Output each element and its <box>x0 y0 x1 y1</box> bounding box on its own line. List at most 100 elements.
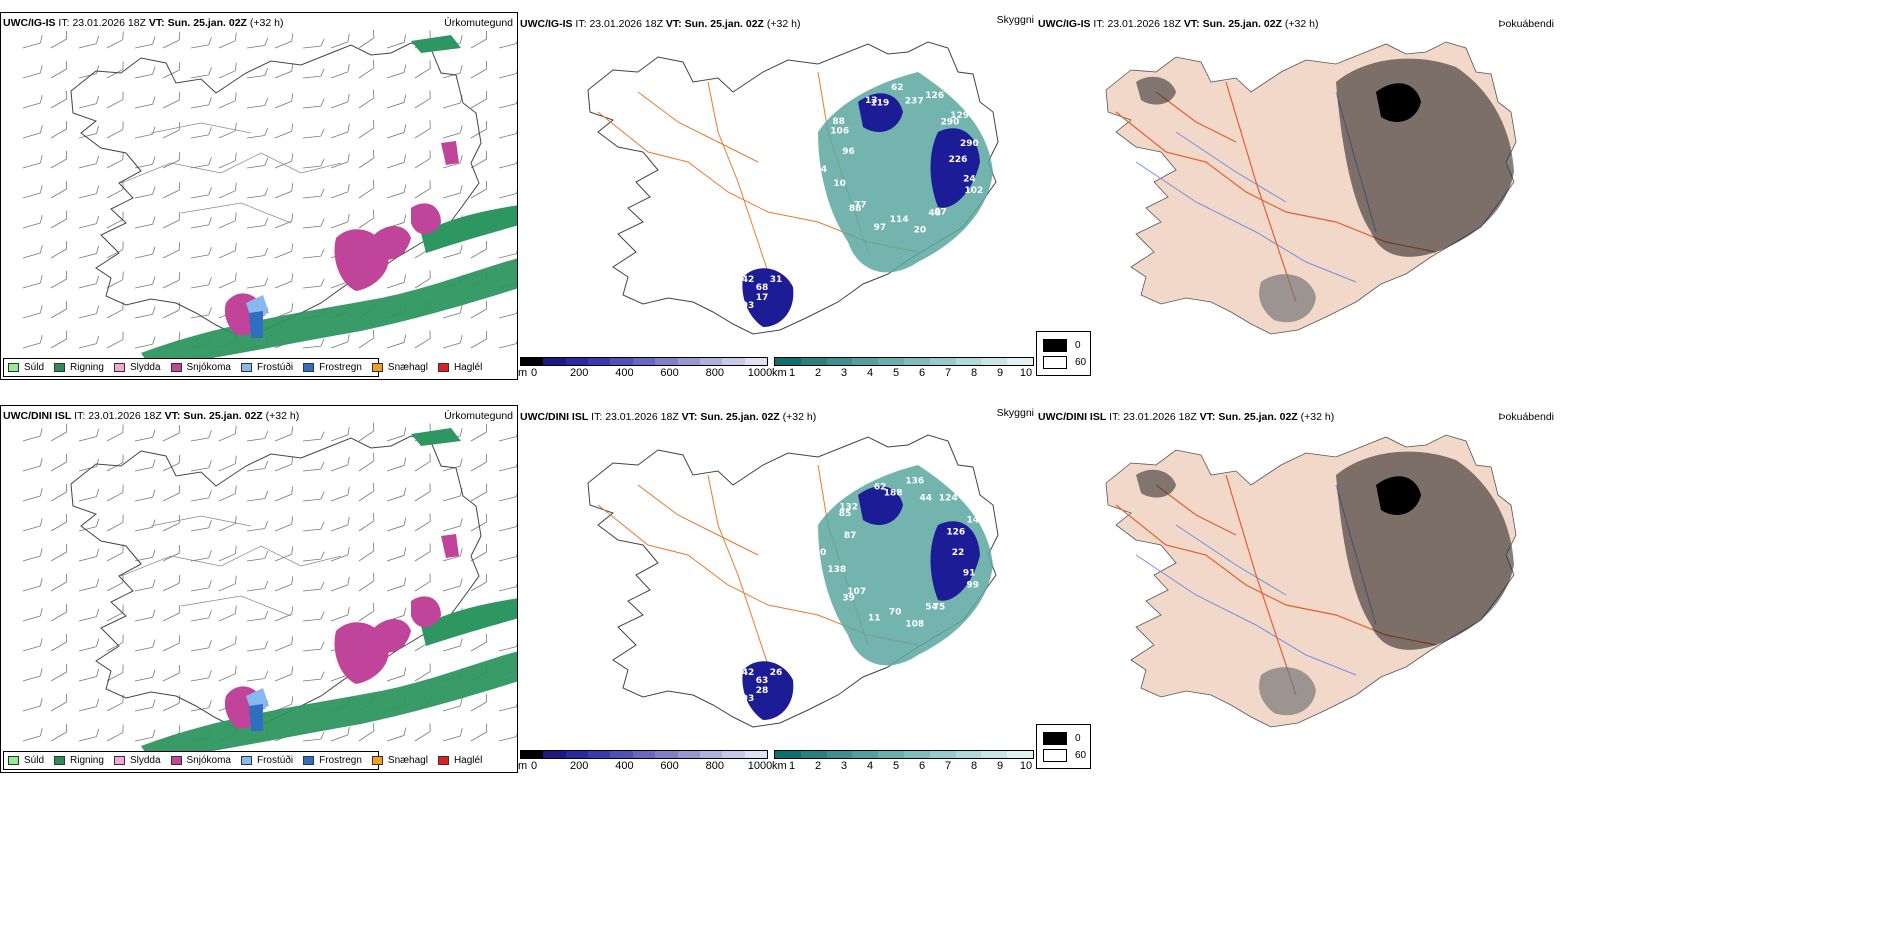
colorbar-segment <box>722 358 745 365</box>
wind-barb <box>302 128 325 139</box>
wind-barb <box>190 550 212 562</box>
wind-barb-flag <box>347 93 350 102</box>
wind-barb-shaft <box>358 157 375 169</box>
wind-barb-shaft <box>22 42 41 49</box>
visibility-label: 11 <box>868 614 881 624</box>
wind-barb-shaft <box>22 585 41 592</box>
wind-barb <box>358 149 375 169</box>
wind-barb-shaft <box>330 281 349 289</box>
wind-barb-flag <box>486 723 487 733</box>
legend-item: Frostregn <box>303 362 362 373</box>
wind-barb-flag <box>347 63 350 72</box>
wind-barb-flag <box>459 488 463 497</box>
colorbar-segment <box>929 751 956 758</box>
wind-barb <box>386 577 407 592</box>
wind-barb <box>498 155 517 169</box>
wind-barb-flag <box>403 64 407 73</box>
wind-barb-shaft <box>22 675 41 682</box>
wind-barb-shaft <box>386 192 405 199</box>
wind-barb <box>498 548 517 562</box>
wind-barb-flag <box>66 723 67 733</box>
legend-item: Slydda <box>113 362 161 373</box>
wind-barb-shaft <box>50 248 67 259</box>
wind-barb-flag <box>486 240 487 250</box>
colorbar-strip <box>774 750 1034 759</box>
wind-barb-flag <box>208 37 212 46</box>
wind-barb-shaft <box>498 496 517 502</box>
wind-barb <box>442 578 463 592</box>
wind-barb-flag <box>66 513 67 523</box>
legend-item: Súld <box>8 362 44 373</box>
colorbar-segment <box>677 358 700 365</box>
wind-barb-shaft <box>218 673 236 682</box>
wind-barb-shaft <box>386 132 405 139</box>
wind-barb <box>22 95 43 109</box>
wind-barb <box>50 120 67 139</box>
wind-barb <box>22 548 43 562</box>
wind-barb <box>386 727 407 742</box>
wind-barb-flag <box>235 425 237 434</box>
wind-barb-shaft <box>386 342 405 349</box>
wind-barb <box>218 32 237 49</box>
wind-barb-shaft <box>358 97 375 109</box>
wind-barb <box>246 460 269 472</box>
wind-barb-flag <box>39 65 43 74</box>
wind-barb-shaft <box>302 558 321 562</box>
wind-barb-flag <box>235 182 237 191</box>
wind-barb-flag <box>66 423 67 433</box>
wind-barb-flag <box>347 726 350 735</box>
wind-barb-shaft <box>274 70 292 79</box>
wind-barb <box>386 64 407 79</box>
wind-barb-flag <box>208 550 212 559</box>
wind-barb-shaft <box>358 580 375 592</box>
wind-barb-flag <box>320 248 325 257</box>
it-label: IT: <box>575 18 587 30</box>
wind-barb <box>442 65 463 79</box>
wind-barb-flag <box>403 457 407 466</box>
colorbar-unit: m <box>518 367 528 379</box>
wind-barb-shaft <box>470 248 487 259</box>
wind-barb-flag <box>291 456 294 465</box>
wind-barb-flag <box>235 455 237 464</box>
wind-barb-shaft <box>470 491 487 502</box>
wind-barb-shaft <box>246 195 265 199</box>
wind-barb-flag <box>429 120 431 129</box>
precip-type-map <box>22 29 517 368</box>
wind-barb-shaft <box>498 253 517 259</box>
wind-barb-flag <box>320 338 325 347</box>
colorbar-segment <box>903 358 930 365</box>
wind-barb-flag <box>264 490 269 499</box>
wind-barb <box>50 150 67 169</box>
wind-barb <box>162 425 181 442</box>
wind-barb-shaft <box>330 464 349 472</box>
wind-barb-flag <box>320 491 325 500</box>
wind-barb <box>386 154 407 169</box>
wind-barb <box>134 579 156 592</box>
wind-barb-flag <box>291 93 294 102</box>
wind-barb-flag <box>152 489 156 498</box>
wind-barb <box>330 123 350 139</box>
wind-barb-flag <box>208 430 212 439</box>
wind-barb-shaft <box>330 101 349 109</box>
wind-barb <box>274 606 294 622</box>
wind-barb-flag <box>291 303 294 312</box>
wind-barb-flag <box>459 95 463 104</box>
wind-barb-shaft <box>134 466 153 472</box>
wind-barb-shaft <box>106 99 124 109</box>
wind-barb-flag <box>208 307 212 316</box>
colorbar-tick: 9 <box>996 760 1004 772</box>
wind-barb-shaft <box>498 133 517 139</box>
wind-barb-shaft <box>442 162 461 169</box>
wind-barb-shaft <box>470 551 487 562</box>
wind-barb-flag <box>291 123 294 132</box>
wind-barb <box>358 89 375 109</box>
wind-barb <box>470 483 487 502</box>
visibility-map: 2262410207482011497887710649610688131196… <box>587 41 999 335</box>
wind-barb <box>78 245 100 259</box>
wind-barb-flag <box>347 576 350 585</box>
freezing-rain-area <box>249 704 263 731</box>
visibility-label: 87 <box>844 531 857 541</box>
visibility-label: 124 <box>939 494 958 504</box>
wind-barb-flag <box>516 95 517 104</box>
wind-barb-shaft <box>190 587 209 592</box>
